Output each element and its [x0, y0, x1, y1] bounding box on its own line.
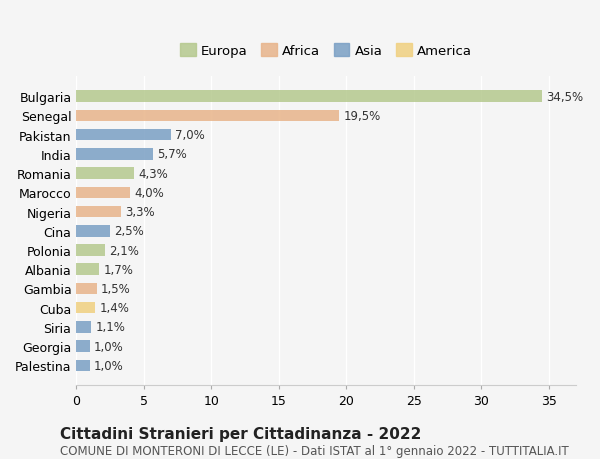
Text: 1,5%: 1,5% — [101, 282, 130, 295]
Bar — [76, 341, 90, 352]
Bar — [76, 302, 95, 314]
Bar — [76, 245, 104, 256]
Text: 1,0%: 1,0% — [94, 340, 124, 353]
Text: COMUNE DI MONTERONI DI LECCE (LE) - Dati ISTAT al 1° gennaio 2022 - TUTTITALIA.I: COMUNE DI MONTERONI DI LECCE (LE) - Dati… — [60, 444, 569, 457]
Bar — [76, 91, 542, 103]
Bar — [76, 149, 153, 160]
Text: 34,5%: 34,5% — [546, 90, 583, 104]
Text: 1,0%: 1,0% — [94, 359, 124, 372]
Text: 1,7%: 1,7% — [103, 263, 133, 276]
Bar — [76, 283, 97, 295]
Bar — [76, 187, 130, 199]
Text: 7,0%: 7,0% — [175, 129, 205, 142]
Bar — [76, 321, 91, 333]
Bar — [76, 360, 90, 371]
Text: 19,5%: 19,5% — [343, 110, 381, 123]
Text: Cittadini Stranieri per Cittadinanza - 2022: Cittadini Stranieri per Cittadinanza - 2… — [60, 425, 421, 441]
Bar — [76, 168, 134, 179]
Legend: Europa, Africa, Asia, America: Europa, Africa, Asia, America — [180, 44, 472, 58]
Bar — [76, 225, 110, 237]
Text: 4,3%: 4,3% — [139, 167, 168, 180]
Text: 1,4%: 1,4% — [99, 302, 129, 314]
Bar — [76, 264, 99, 275]
Text: 4,0%: 4,0% — [134, 186, 164, 199]
Text: 2,1%: 2,1% — [109, 244, 139, 257]
Text: 3,3%: 3,3% — [125, 206, 155, 218]
Text: 1,1%: 1,1% — [95, 321, 125, 334]
Bar — [76, 207, 121, 218]
Text: 5,7%: 5,7% — [157, 148, 187, 161]
Text: 2,5%: 2,5% — [114, 225, 144, 238]
Bar — [76, 129, 171, 141]
Bar — [76, 111, 340, 122]
